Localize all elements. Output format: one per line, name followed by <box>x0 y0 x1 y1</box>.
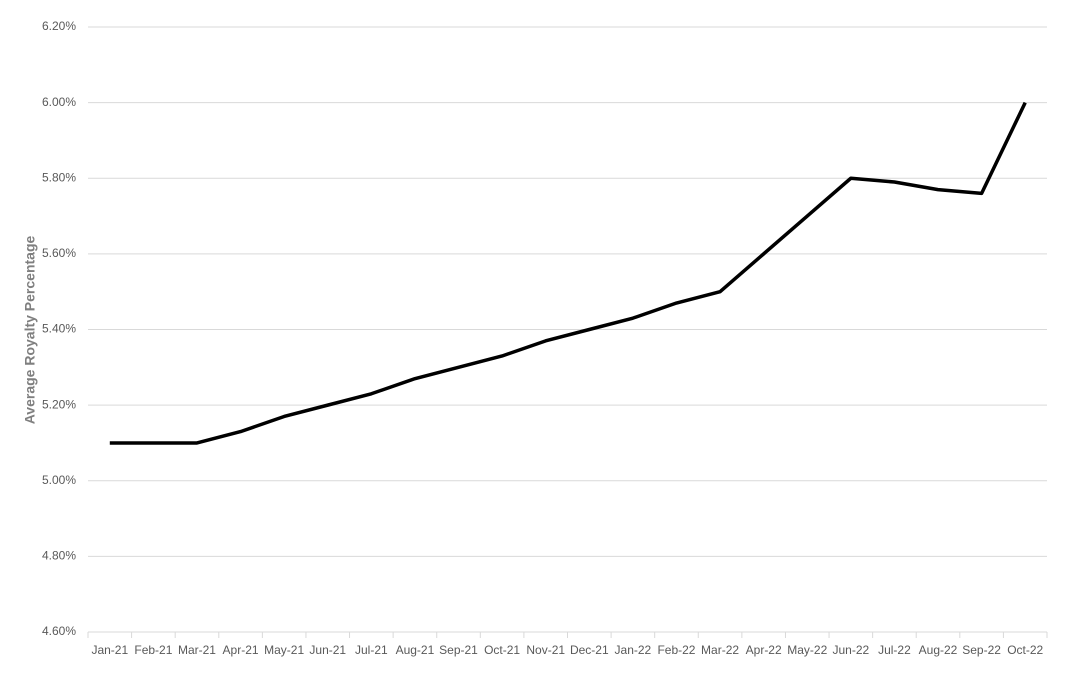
x-tick-label: Aug-22 <box>919 643 958 657</box>
y-tick-label: 5.20% <box>42 397 76 411</box>
x-tick-label: Sep-21 <box>439 643 478 657</box>
x-tick-label: Apr-22 <box>746 643 782 657</box>
x-tick-label: Apr-21 <box>223 643 259 657</box>
y-tick-label: 5.00% <box>42 473 76 487</box>
x-tick-label: Mar-21 <box>178 643 216 657</box>
x-tick-label: Sep-22 <box>962 643 1001 657</box>
y-tick-label: 4.80% <box>42 549 76 563</box>
x-tick-label: Jan-22 <box>615 643 652 657</box>
x-tick-label: Aug-21 <box>396 643 435 657</box>
y-tick-label: 6.00% <box>42 95 76 109</box>
x-tick-label: May-22 <box>787 643 827 657</box>
y-tick-label: 5.40% <box>42 322 76 336</box>
x-tick-label: Dec-21 <box>570 643 609 657</box>
x-tick-label: Feb-22 <box>657 643 695 657</box>
y-tick-label: 4.60% <box>42 624 76 638</box>
y-tick-label: 5.80% <box>42 170 76 184</box>
x-tick-label: Oct-21 <box>484 643 520 657</box>
x-tick-label: Mar-22 <box>701 643 739 657</box>
y-tick-label: 5.60% <box>42 246 76 260</box>
x-tick-label: Nov-21 <box>526 643 565 657</box>
x-tick-label: Oct-22 <box>1007 643 1043 657</box>
x-tick-label: Feb-21 <box>134 643 172 657</box>
x-tick-label: Jan-21 <box>91 643 128 657</box>
line <box>109 101 1027 445</box>
x-tick-label: May-21 <box>264 643 304 657</box>
x-tick-label: Jun-22 <box>832 643 869 657</box>
y-axis-title: Average Royalty Percentage <box>22 236 38 425</box>
x-tick-label: Jun-21 <box>309 643 346 657</box>
x-tick-label: Jul-21 <box>355 643 388 657</box>
y-tick-label: 6.20% <box>42 19 76 33</box>
x-tick-label: Jul-22 <box>878 643 911 657</box>
